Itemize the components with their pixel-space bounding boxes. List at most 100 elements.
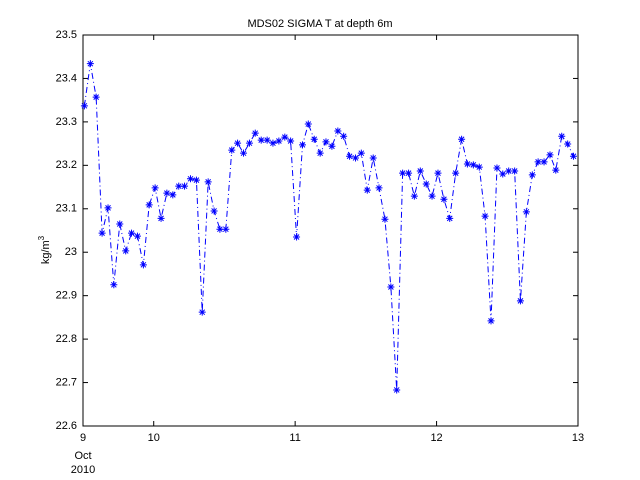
data-point — [163, 189, 171, 197]
data-point — [275, 137, 283, 145]
data-point — [86, 60, 94, 68]
data-point — [157, 214, 165, 222]
data-point — [357, 149, 365, 157]
data-point — [257, 136, 265, 144]
data-point — [228, 146, 236, 154]
x-tick-label: 12 — [430, 432, 442, 444]
data-point — [204, 178, 212, 186]
data-point — [481, 212, 489, 220]
data-point — [393, 386, 401, 394]
data-point — [511, 167, 519, 175]
data-point — [116, 220, 124, 228]
data-point — [428, 192, 436, 200]
data-point — [569, 152, 577, 160]
data-point — [346, 152, 354, 160]
data-point — [293, 233, 301, 241]
data-point — [493, 164, 501, 172]
data-point — [316, 149, 324, 157]
y-axis-label-text: kg/m — [40, 240, 52, 264]
data-point — [245, 139, 253, 147]
data-point — [528, 171, 536, 179]
data-point — [458, 135, 466, 143]
data-point — [387, 283, 395, 291]
data-point — [139, 261, 147, 269]
data-point — [145, 201, 153, 209]
y-axis-label-superscript: 3 — [37, 235, 46, 240]
x-tick-label: 9 — [80, 432, 86, 444]
x-tick-label: 11 — [289, 432, 300, 444]
data-point — [104, 204, 112, 212]
data-point — [298, 141, 306, 149]
series-line — [83, 63, 574, 390]
x-axis-month: Oct — [74, 450, 91, 462]
data-point — [186, 175, 194, 183]
y-tick-label: 23.4 — [56, 72, 77, 84]
data-point — [487, 317, 495, 325]
data-point — [416, 167, 424, 175]
data-point — [175, 182, 183, 190]
data-point — [334, 127, 342, 135]
data-point — [440, 195, 448, 203]
data-point — [452, 169, 460, 177]
data-point — [564, 140, 572, 148]
data-point — [263, 136, 271, 144]
data-point — [234, 139, 242, 147]
x-axis-year: 2010 — [71, 464, 95, 476]
y-tick-label: 23.3 — [56, 116, 77, 128]
y-tick-label: 22.6 — [56, 420, 77, 432]
data-point — [80, 102, 88, 110]
data-point — [558, 132, 566, 140]
data-point — [92, 93, 100, 101]
data-point — [251, 129, 259, 137]
data-point — [522, 208, 530, 216]
data-point — [340, 132, 348, 140]
data-point — [216, 225, 224, 233]
data-point — [446, 214, 454, 222]
data-point — [287, 137, 295, 145]
y-tick-label: 23.5 — [56, 29, 77, 41]
data-point — [133, 232, 141, 240]
data-point — [198, 308, 206, 316]
data-point — [322, 138, 330, 146]
data-point — [210, 207, 218, 215]
data-point — [410, 192, 418, 200]
data-point — [192, 176, 200, 184]
data-point — [328, 142, 336, 150]
data-point — [363, 186, 371, 194]
data-point — [534, 158, 542, 166]
data-point — [552, 166, 560, 174]
y-tick-label: 22.7 — [56, 376, 77, 388]
data-point — [181, 182, 189, 190]
data-point — [310, 135, 318, 143]
y-tick-label: 23.2 — [56, 159, 77, 171]
x-tick-label: 10 — [148, 432, 160, 444]
data-point — [546, 151, 554, 159]
chart-title: MDS02 SIGMA T at depth 6m — [247, 18, 392, 30]
data-point — [151, 184, 159, 192]
data-point — [352, 154, 360, 162]
data-point — [540, 158, 548, 166]
x-tick-label: 13 — [572, 432, 584, 444]
data-point — [434, 169, 442, 177]
data-point — [222, 225, 230, 233]
data-point — [475, 163, 483, 171]
y-tick-label: 23 — [65, 246, 77, 258]
data-point — [122, 247, 130, 255]
data-point — [499, 170, 507, 178]
data-point — [422, 180, 430, 188]
data-point — [381, 215, 389, 223]
data-point — [281, 133, 289, 141]
data-point — [269, 139, 277, 147]
y-tick-label: 23.1 — [56, 203, 77, 215]
data-point — [98, 229, 106, 237]
y-tick-label: 22.9 — [56, 290, 77, 302]
y-tick-label: 22.8 — [56, 333, 77, 345]
data-point — [240, 149, 248, 157]
data-point — [110, 281, 118, 289]
data-point — [405, 169, 413, 177]
data-point — [169, 191, 177, 199]
data-point — [463, 160, 471, 168]
data-point — [516, 297, 524, 305]
plot-frame — [82, 34, 579, 427]
